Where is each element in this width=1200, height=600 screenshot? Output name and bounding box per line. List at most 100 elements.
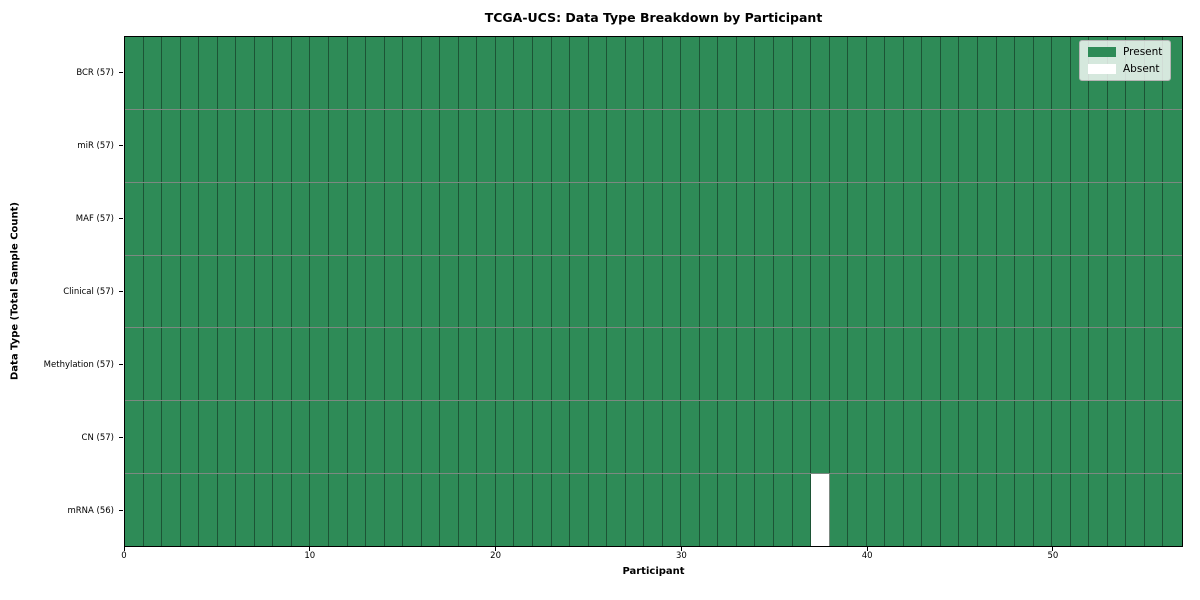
heatmap-cell <box>273 182 292 255</box>
heatmap-cell <box>1144 255 1164 328</box>
heatmap-cell <box>273 328 292 401</box>
heatmap-cell <box>1089 328 1108 401</box>
heatmap-cell <box>570 328 589 401</box>
heatmap-cell <box>328 401 348 474</box>
legend-entry-present: Present <box>1088 46 1162 58</box>
heatmap-cell <box>291 109 311 182</box>
heatmap-cell <box>625 37 645 109</box>
heatmap-cell <box>1107 401 1127 474</box>
heatmap-cell <box>885 182 904 255</box>
heatmap-cell <box>607 401 626 474</box>
heatmap-cell <box>662 474 682 547</box>
heatmap-cell <box>403 109 422 182</box>
heatmap-cell <box>829 328 849 401</box>
heatmap-cell <box>162 255 181 328</box>
heatmap-cell <box>514 37 533 109</box>
heatmap-cell <box>403 328 422 401</box>
y-tick-label-BCR: BCR (57) <box>76 67 114 78</box>
heatmap-cell <box>199 401 218 474</box>
heatmap-cell <box>662 109 682 182</box>
heatmap-cell <box>514 401 533 474</box>
heatmap-cell <box>903 37 923 109</box>
heatmap-cell <box>125 255 144 328</box>
heatmap-cell <box>440 255 459 328</box>
heatmap-cell <box>347 255 367 328</box>
heatmap-cell <box>959 109 979 182</box>
heatmap-cell <box>885 109 904 182</box>
x-axis-label: Participant <box>622 566 685 577</box>
heatmap-cell <box>273 37 292 109</box>
heatmap-cell <box>1070 474 1090 547</box>
heatmap-cell <box>607 474 626 547</box>
heatmap-cell <box>291 328 311 401</box>
heatmap-cell <box>718 255 737 328</box>
heatmap-cell <box>662 37 682 109</box>
heatmap-cell <box>217 401 237 474</box>
heatmap-cell <box>848 182 867 255</box>
heatmap-cell <box>607 109 626 182</box>
y-tick-mark <box>119 291 123 292</box>
heatmap-cell <box>1144 474 1164 547</box>
heatmap-cell <box>1089 109 1108 182</box>
heatmap-cell <box>328 474 348 547</box>
heatmap-cell <box>940 37 960 109</box>
heatmap-cell <box>199 109 218 182</box>
heatmap-cell <box>236 255 255 328</box>
heatmap-cell <box>1015 182 1034 255</box>
heatmap-cell <box>366 401 385 474</box>
heatmap-cell <box>903 328 923 401</box>
x-tick-label-50: 50 <box>1047 551 1059 561</box>
heatmap-cell <box>458 328 478 401</box>
heatmap-cell <box>310 328 329 401</box>
heatmap-cell <box>774 37 793 109</box>
heatmap-cell <box>532 182 552 255</box>
heatmap-cell <box>421 328 441 401</box>
heatmap-cell <box>662 328 682 401</box>
heatmap-cell <box>755 255 775 328</box>
heatmap-cell <box>162 474 181 547</box>
heatmap-cell <box>940 182 960 255</box>
heatmap-row-Clinical <box>125 255 1182 329</box>
heatmap-cell <box>1033 401 1053 474</box>
heatmap-cell <box>996 328 1016 401</box>
heatmap-cell <box>1107 474 1127 547</box>
heatmap-cell <box>588 401 608 474</box>
heatmap-cell <box>440 328 459 401</box>
heatmap-cell <box>440 109 459 182</box>
heatmap-cell <box>514 328 533 401</box>
heatmap-cell <box>180 474 200 547</box>
heatmap-cell <box>699 328 719 401</box>
heatmap-cell <box>1107 255 1127 328</box>
heatmap-cell <box>755 328 775 401</box>
heatmap-cell <box>736 401 756 474</box>
heatmap-cell <box>829 401 849 474</box>
heatmap-cell <box>996 474 1016 547</box>
heatmap-cell <box>236 37 255 109</box>
heatmap-cell <box>699 37 719 109</box>
heatmap-cell <box>1015 37 1034 109</box>
heatmap-cell <box>792 474 812 547</box>
heatmap-cell <box>125 328 144 401</box>
y-tick-mark <box>119 510 123 511</box>
heatmap-row-miR <box>125 109 1182 183</box>
heatmap-cell <box>681 182 700 255</box>
heatmap-cell <box>125 474 144 547</box>
heatmap-cell <box>792 37 812 109</box>
heatmap-cell <box>125 37 144 109</box>
heatmap-cell <box>458 109 478 182</box>
heatmap-cell <box>718 328 737 401</box>
heatmap-cell <box>588 37 608 109</box>
heatmap-cell <box>440 401 459 474</box>
heatmap-cell <box>551 109 571 182</box>
heatmap-cell <box>662 182 682 255</box>
heatmap-cell <box>347 474 367 547</box>
heatmap-cell <box>903 474 923 547</box>
heatmap-cell <box>588 255 608 328</box>
heatmap-cell <box>1070 255 1090 328</box>
heatmap-cell <box>811 328 830 401</box>
heatmap-cell <box>644 109 663 182</box>
heatmap-cell <box>384 401 404 474</box>
heatmap-cell <box>718 401 737 474</box>
heatmap-cell <box>1052 474 1071 547</box>
heatmap-cell <box>328 328 348 401</box>
